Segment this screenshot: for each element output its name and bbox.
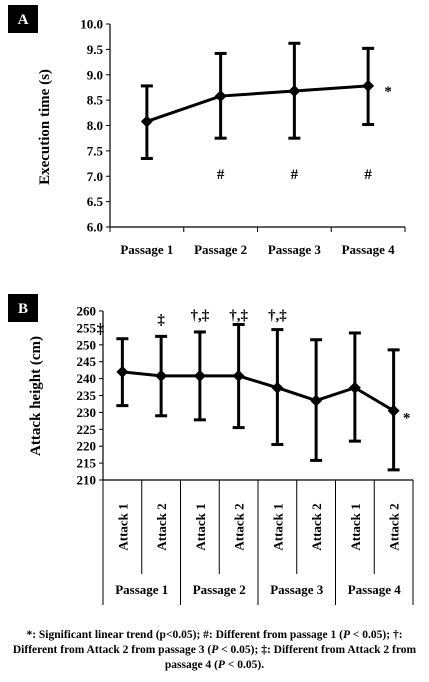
panel-b-chart: B Attack height (cm) 2102152202252302352… [8, 294, 414, 605]
panel-b-badge [8, 294, 38, 322]
panel-b-y-axis-title: Attack height (cm) [28, 336, 44, 456]
caption-p-1: P [342, 629, 350, 641]
data-point [288, 84, 301, 97]
series-line [122, 370, 395, 413]
series-line [146, 84, 369, 123]
panel-b-letter: B [18, 301, 28, 317]
panel-a-x-axis: Passage 1 Passage 2 Passage 3 Passage 4 [109, 226, 406, 257]
data-point [155, 369, 168, 382]
significance-marker: ‡ [97, 322, 105, 338]
x-category-label: Passage 2 [194, 242, 247, 257]
x-category-label: Attack 2 [309, 503, 324, 550]
panel-b-plot: ‡ ‡ †,‡ †,‡ †,‡ * [97, 308, 411, 472]
data-point [214, 90, 227, 103]
caption-part-3: < 0.05); ‡: Different from Attack 2 from… [164, 644, 417, 671]
x-category-label: Attack 2 [232, 503, 247, 550]
significance-marker: # [291, 167, 299, 183]
significance-marker: †,‡ [268, 308, 287, 324]
panel-a-badge [8, 5, 38, 33]
x-category-label: Passage 4 [342, 242, 396, 257]
panel-a-y-axis: 6.0 6.5 7.0 7.5 8.0 8.5 9.0 9.5 10.0 [80, 17, 111, 235]
y-tick-label: 245 [77, 354, 97, 369]
x-category-label: Passage 3 [268, 242, 322, 257]
data-point [116, 365, 129, 378]
x-category-label: Attack 1 [348, 503, 363, 550]
panel-b-x-axis: Attack 1 Attack 2 Attack 1 Attack 2 Attack 1… [102, 479, 414, 605]
x-group-label: Passage 2 [193, 582, 246, 597]
panel-a-y-axis-title: Execution time (s) [37, 69, 53, 185]
y-tick-label: 235 [77, 388, 97, 403]
y-tick-label: 215 [77, 456, 97, 471]
y-tick-label: 210 [77, 473, 97, 488]
x-group-label: Passage 1 [115, 582, 168, 597]
panel-a-chart: A Execution time (s) 6.0 6.5 7.0 7.5 8.0 8.5 9… [8, 5, 406, 257]
y-tick-label: 9.5 [87, 42, 104, 57]
trend-marker: * [384, 84, 392, 100]
y-tick-label: 220 [77, 439, 97, 454]
figure-caption: *: Significant linear trend (p<0.05); #:… [6, 628, 423, 673]
caption-part-4: < 0.05). [224, 659, 265, 671]
caption-part-1: *: Significant linear trend (p<0.05); #:… [26, 629, 343, 641]
y-tick-label: 9.0 [87, 67, 103, 82]
y-tick-label: 7.5 [87, 143, 104, 158]
x-category-label: Attack 2 [387, 503, 402, 550]
x-category-label: Passage 1 [120, 242, 173, 257]
panel-a-letter: A [18, 12, 29, 28]
y-tick-label: 7.0 [87, 169, 103, 184]
data-point [140, 115, 153, 128]
x-category-label: Attack 2 [154, 503, 169, 550]
caption-p-3: P [217, 659, 225, 671]
x-category-label: Attack 1 [193, 503, 208, 550]
panel-a-plot: # # # * [140, 41, 392, 183]
y-tick-label: 250 [77, 337, 97, 352]
y-tick-label: 8.5 [87, 93, 104, 108]
data-point [387, 404, 400, 417]
y-tick-label: 6.0 [87, 220, 103, 235]
x-group-label: Passage 3 [270, 582, 324, 597]
x-category-label: Attack 1 [115, 503, 130, 550]
trend-marker: * [403, 411, 411, 427]
data-point [232, 369, 245, 382]
y-tick-label: 225 [77, 422, 97, 437]
y-tick-label: 260 [77, 304, 97, 319]
significance-marker: †,‡ [191, 308, 210, 324]
significance-marker: # [364, 167, 372, 183]
y-tick-label: 6.5 [87, 194, 104, 209]
x-group-label: Passage 4 [348, 582, 402, 597]
data-point [193, 369, 206, 382]
data-point [271, 381, 284, 394]
data-point [348, 381, 361, 394]
y-tick-label: 230 [77, 405, 97, 420]
caption-part-2: < 0.05); †: Different from Attack 2 from… [12, 629, 403, 656]
data-point [310, 394, 323, 407]
caption-p-2: P [211, 644, 219, 656]
y-tick-label: 240 [77, 371, 97, 386]
y-tick-label: 10.0 [80, 17, 103, 32]
y-tick-label: 8.0 [87, 118, 103, 133]
y-tick-label: 255 [77, 320, 97, 335]
data-point [362, 79, 375, 92]
significance-marker: †,‡ [229, 308, 248, 324]
significance-marker: ‡ [157, 312, 165, 328]
significance-marker: # [217, 167, 225, 183]
x-category-label: Attack 1 [270, 503, 285, 550]
